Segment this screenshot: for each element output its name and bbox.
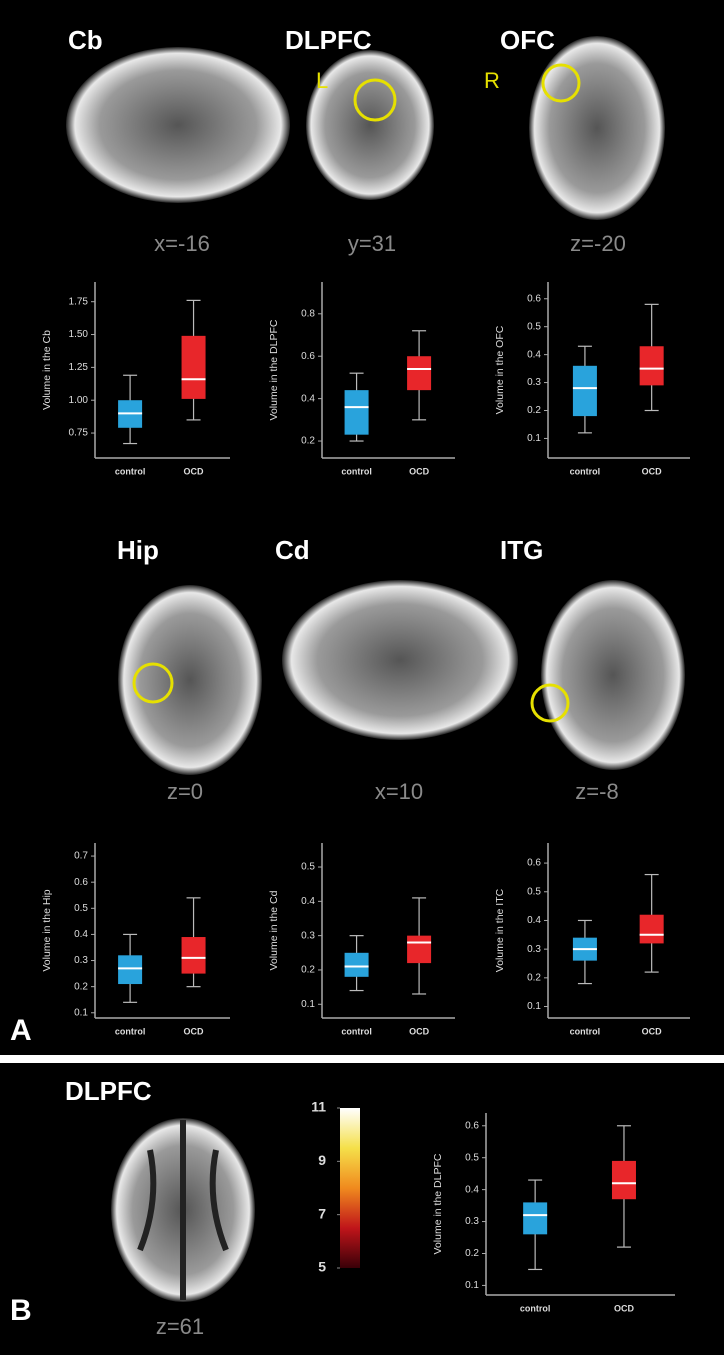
separator — [0, 1055, 724, 1063]
colorbar — [340, 1108, 360, 1268]
panel-label: A — [10, 1014, 32, 1047]
x-tick-label: control — [520, 1303, 551, 1313]
y-tick-label: 0.3 — [527, 377, 541, 388]
y-tick-label: 0.2 — [74, 981, 88, 992]
y-tick-label: 0.4 — [74, 929, 88, 940]
x-tick-label: control — [115, 466, 146, 476]
y-axis-label: Volume in the Hip — [41, 889, 53, 971]
y-axis-label: Volume in the ITC — [494, 888, 506, 972]
y-tick-label: 0.3 — [301, 930, 315, 941]
x-tick-label: OCD — [642, 466, 663, 476]
y-tick-label: 0.5 — [301, 862, 315, 873]
y-tick-label: 1.25 — [69, 362, 89, 373]
y-tick-label: 0.3 — [74, 955, 88, 966]
y-tick-label: 0.5 — [74, 903, 88, 914]
x-tick-label: control — [115, 1026, 146, 1036]
y-tick-label: 0.75 — [69, 428, 89, 439]
y-tick-label: 0.1 — [74, 1007, 88, 1018]
image-coord: z=-20 — [570, 231, 626, 256]
box — [407, 356, 432, 391]
colorbar-tick-label: 9 — [318, 1152, 326, 1168]
y-tick-label: 0.4 — [527, 915, 541, 926]
y-axis-label: Volume in the OFC — [494, 325, 506, 414]
y-tick-label: 0.6 — [301, 351, 315, 362]
colorbar-tick-label: 5 — [318, 1259, 326, 1275]
box — [181, 937, 206, 974]
image-coord: z=-8 — [575, 779, 618, 804]
y-tick-label: 0.1 — [301, 999, 315, 1010]
box — [639, 346, 664, 386]
y-tick-label: 0.1 — [527, 1001, 541, 1012]
y-tick-label: 0.2 — [301, 436, 315, 447]
y-tick-label: 0.1 — [527, 433, 541, 444]
y-tick-label: 0.4 — [527, 349, 541, 360]
y-tick-label: 0.7 — [74, 851, 88, 862]
x-tick-label: OCD — [409, 466, 430, 476]
image-title: DLPFC — [65, 1076, 152, 1106]
image-coord: z=0 — [167, 779, 203, 804]
box — [611, 1160, 636, 1200]
y-tick-label: 0.2 — [527, 972, 541, 983]
x-tick-label: control — [570, 466, 601, 476]
box — [639, 914, 664, 944]
colorbar-tick-label: 7 — [318, 1205, 326, 1221]
image-title: DLPFC — [285, 25, 372, 55]
y-tick-label: 0.3 — [527, 944, 541, 955]
y-axis-label: Volume in the DLPFC — [268, 319, 280, 420]
y-tick-label: 1.75 — [69, 296, 89, 307]
y-tick-label: 0.6 — [465, 1120, 479, 1131]
y-tick-label: 0.4 — [301, 393, 315, 404]
x-tick-label: control — [341, 466, 372, 476]
y-tick-label: 1.50 — [69, 329, 89, 340]
y-tick-label: 0.5 — [465, 1152, 479, 1163]
panel-label: B — [10, 1294, 32, 1327]
y-tick-label: 0.3 — [465, 1216, 479, 1227]
y-tick-label: 0.5 — [527, 886, 541, 897]
y-tick-label: 0.5 — [527, 321, 541, 332]
y-tick-label: 0.6 — [527, 858, 541, 869]
x-tick-label: OCD — [614, 1303, 635, 1313]
box — [523, 1202, 548, 1235]
colorbar-tick-label: 11 — [311, 1099, 326, 1115]
x-tick-label: OCD — [184, 1026, 205, 1036]
box — [344, 390, 369, 435]
image-title: OFC — [500, 25, 555, 55]
y-tick-label: 0.2 — [465, 1248, 479, 1259]
y-tick-label: 1.00 — [69, 395, 89, 406]
y-axis-label: Volume in the Cb — [41, 330, 53, 410]
x-tick-label: control — [570, 1026, 601, 1036]
box — [181, 335, 206, 399]
image-coord: x=10 — [375, 779, 423, 804]
image-title: Cb — [68, 25, 103, 55]
x-tick-label: control — [341, 1026, 372, 1036]
image-title: Cd — [275, 535, 310, 565]
y-tick-label: 0.2 — [301, 965, 315, 976]
box — [344, 952, 369, 977]
box — [407, 935, 432, 964]
y-axis-label: Volume in the DLPFC — [432, 1153, 444, 1254]
y-tick-label: 0.6 — [74, 877, 88, 888]
x-tick-label: OCD — [409, 1026, 430, 1036]
y-tick-label: 0.8 — [301, 308, 315, 319]
image-title: ITG — [500, 535, 543, 565]
side-label: L — [316, 68, 328, 93]
image-coord: x=-16 — [154, 231, 210, 256]
y-tick-label: 0.1 — [465, 1280, 479, 1291]
box — [118, 955, 143, 985]
brain-images — [66, 36, 685, 1302]
image-title: Hip — [117, 535, 159, 565]
y-tick-label: 0.2 — [527, 405, 541, 416]
y-tick-label: 0.4 — [465, 1184, 479, 1195]
box — [572, 365, 597, 417]
y-tick-label: 0.6 — [527, 293, 541, 304]
x-tick-label: OCD — [642, 1026, 663, 1036]
side-label: R — [484, 68, 500, 93]
x-tick-label: OCD — [184, 466, 205, 476]
y-axis-label: Volume in the Cd — [268, 890, 280, 970]
y-tick-label: 0.4 — [301, 896, 315, 907]
image-coord: z=61 — [156, 1314, 204, 1339]
image-coord: y=31 — [348, 231, 396, 256]
